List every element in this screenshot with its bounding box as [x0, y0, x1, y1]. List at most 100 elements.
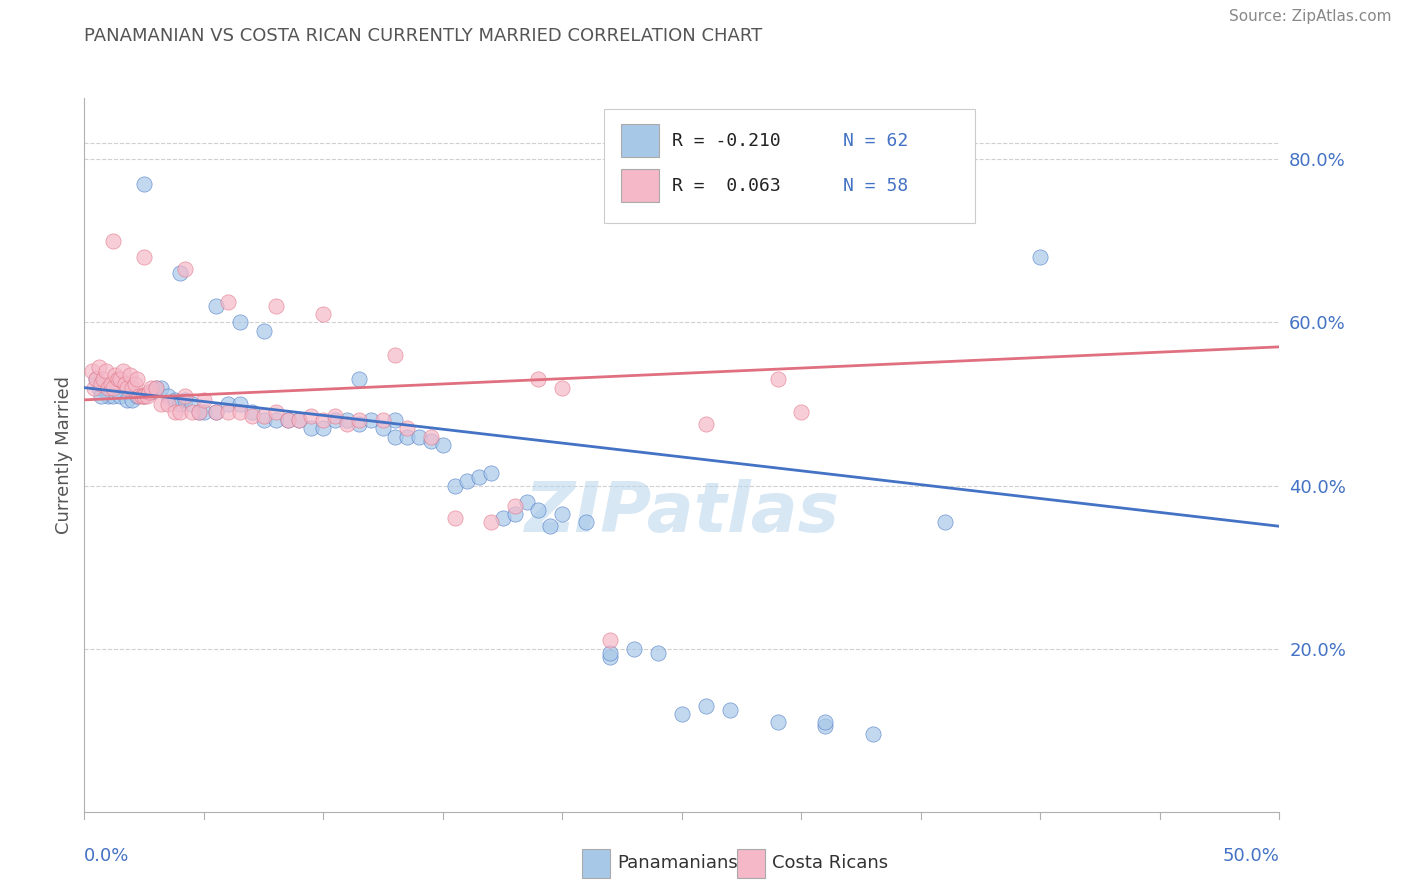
Point — [934, 515, 956, 529]
Point — [118, 368, 141, 383]
Point — [301, 409, 323, 424]
Point — [527, 372, 550, 386]
FancyBboxPatch shape — [605, 109, 974, 223]
Point — [165, 405, 187, 419]
Point — [695, 417, 717, 432]
Point — [814, 719, 837, 733]
Point — [180, 397, 202, 411]
Point — [169, 397, 191, 411]
Point — [110, 389, 132, 403]
Point — [396, 429, 419, 443]
Text: R = -0.210: R = -0.210 — [672, 132, 782, 150]
Point — [131, 389, 153, 403]
Point — [107, 372, 129, 386]
Text: N = 62: N = 62 — [844, 132, 908, 150]
Point — [336, 413, 359, 427]
Point — [371, 413, 394, 427]
Point — [132, 177, 156, 191]
Point — [396, 421, 419, 435]
Point — [228, 405, 252, 419]
Point — [312, 421, 335, 435]
Point — [97, 381, 120, 395]
Point — [599, 649, 621, 664]
Point — [240, 409, 263, 424]
Point — [419, 429, 441, 443]
Point — [124, 376, 146, 391]
Point — [193, 405, 215, 419]
Point — [695, 698, 717, 713]
Point — [323, 409, 346, 424]
FancyBboxPatch shape — [621, 124, 659, 157]
Point — [87, 381, 110, 395]
Text: PANAMANIAN VS COSTA RICAN CURRENTLY MARRIED CORRELATION CHART: PANAMANIAN VS COSTA RICAN CURRENTLY MARR… — [84, 27, 762, 45]
Text: Panamanians: Panamanians — [617, 855, 738, 872]
FancyBboxPatch shape — [621, 169, 659, 202]
Point — [575, 515, 598, 529]
Point — [264, 413, 287, 427]
Point — [173, 389, 195, 403]
Point — [217, 295, 239, 310]
Point — [276, 413, 298, 427]
Point — [169, 405, 191, 419]
Point — [90, 389, 112, 403]
Point — [100, 376, 122, 391]
Point — [121, 392, 143, 407]
Point — [479, 515, 502, 529]
Point — [599, 646, 621, 660]
Point — [84, 372, 107, 386]
Point — [766, 714, 789, 729]
Point — [128, 389, 150, 403]
Point — [138, 384, 160, 399]
Point — [408, 429, 430, 443]
Point — [349, 413, 371, 427]
Point — [101, 234, 124, 248]
Text: N = 58: N = 58 — [844, 177, 908, 194]
Point — [217, 397, 239, 411]
Point — [111, 364, 134, 378]
Point — [145, 381, 167, 395]
Point — [141, 381, 163, 395]
Point — [101, 389, 124, 403]
Point — [623, 641, 645, 656]
Point — [253, 413, 276, 427]
Point — [104, 368, 127, 383]
Point — [205, 299, 228, 313]
Point — [288, 413, 311, 427]
Point — [205, 405, 228, 419]
Point — [173, 392, 195, 407]
Point — [384, 348, 406, 362]
Text: R =  0.063: R = 0.063 — [672, 177, 782, 194]
Point — [503, 499, 526, 513]
Point — [766, 372, 789, 386]
Point — [180, 405, 202, 419]
Point — [671, 706, 693, 721]
Point — [371, 421, 394, 435]
Point — [114, 376, 136, 391]
Point — [157, 389, 180, 403]
Point — [135, 389, 157, 403]
Point — [527, 503, 550, 517]
Point — [121, 381, 143, 395]
Y-axis label: Currently Married: Currently Married — [55, 376, 73, 534]
Point — [444, 511, 467, 525]
Text: 50.0%: 50.0% — [1223, 847, 1279, 865]
Point — [599, 633, 621, 648]
Point — [862, 727, 884, 741]
Point — [264, 299, 287, 313]
Point — [551, 507, 574, 521]
Point — [492, 511, 515, 525]
Point — [125, 372, 148, 386]
Point — [647, 646, 669, 660]
Point — [456, 475, 478, 489]
Point — [169, 267, 191, 281]
Point — [432, 438, 454, 452]
Point — [515, 495, 537, 509]
Point — [384, 429, 406, 443]
Point — [149, 397, 172, 411]
Point — [93, 381, 115, 395]
Point — [276, 413, 298, 427]
Point — [790, 405, 813, 419]
Text: Costa Ricans: Costa Ricans — [772, 855, 889, 872]
Point — [240, 405, 263, 419]
Point — [132, 250, 156, 264]
